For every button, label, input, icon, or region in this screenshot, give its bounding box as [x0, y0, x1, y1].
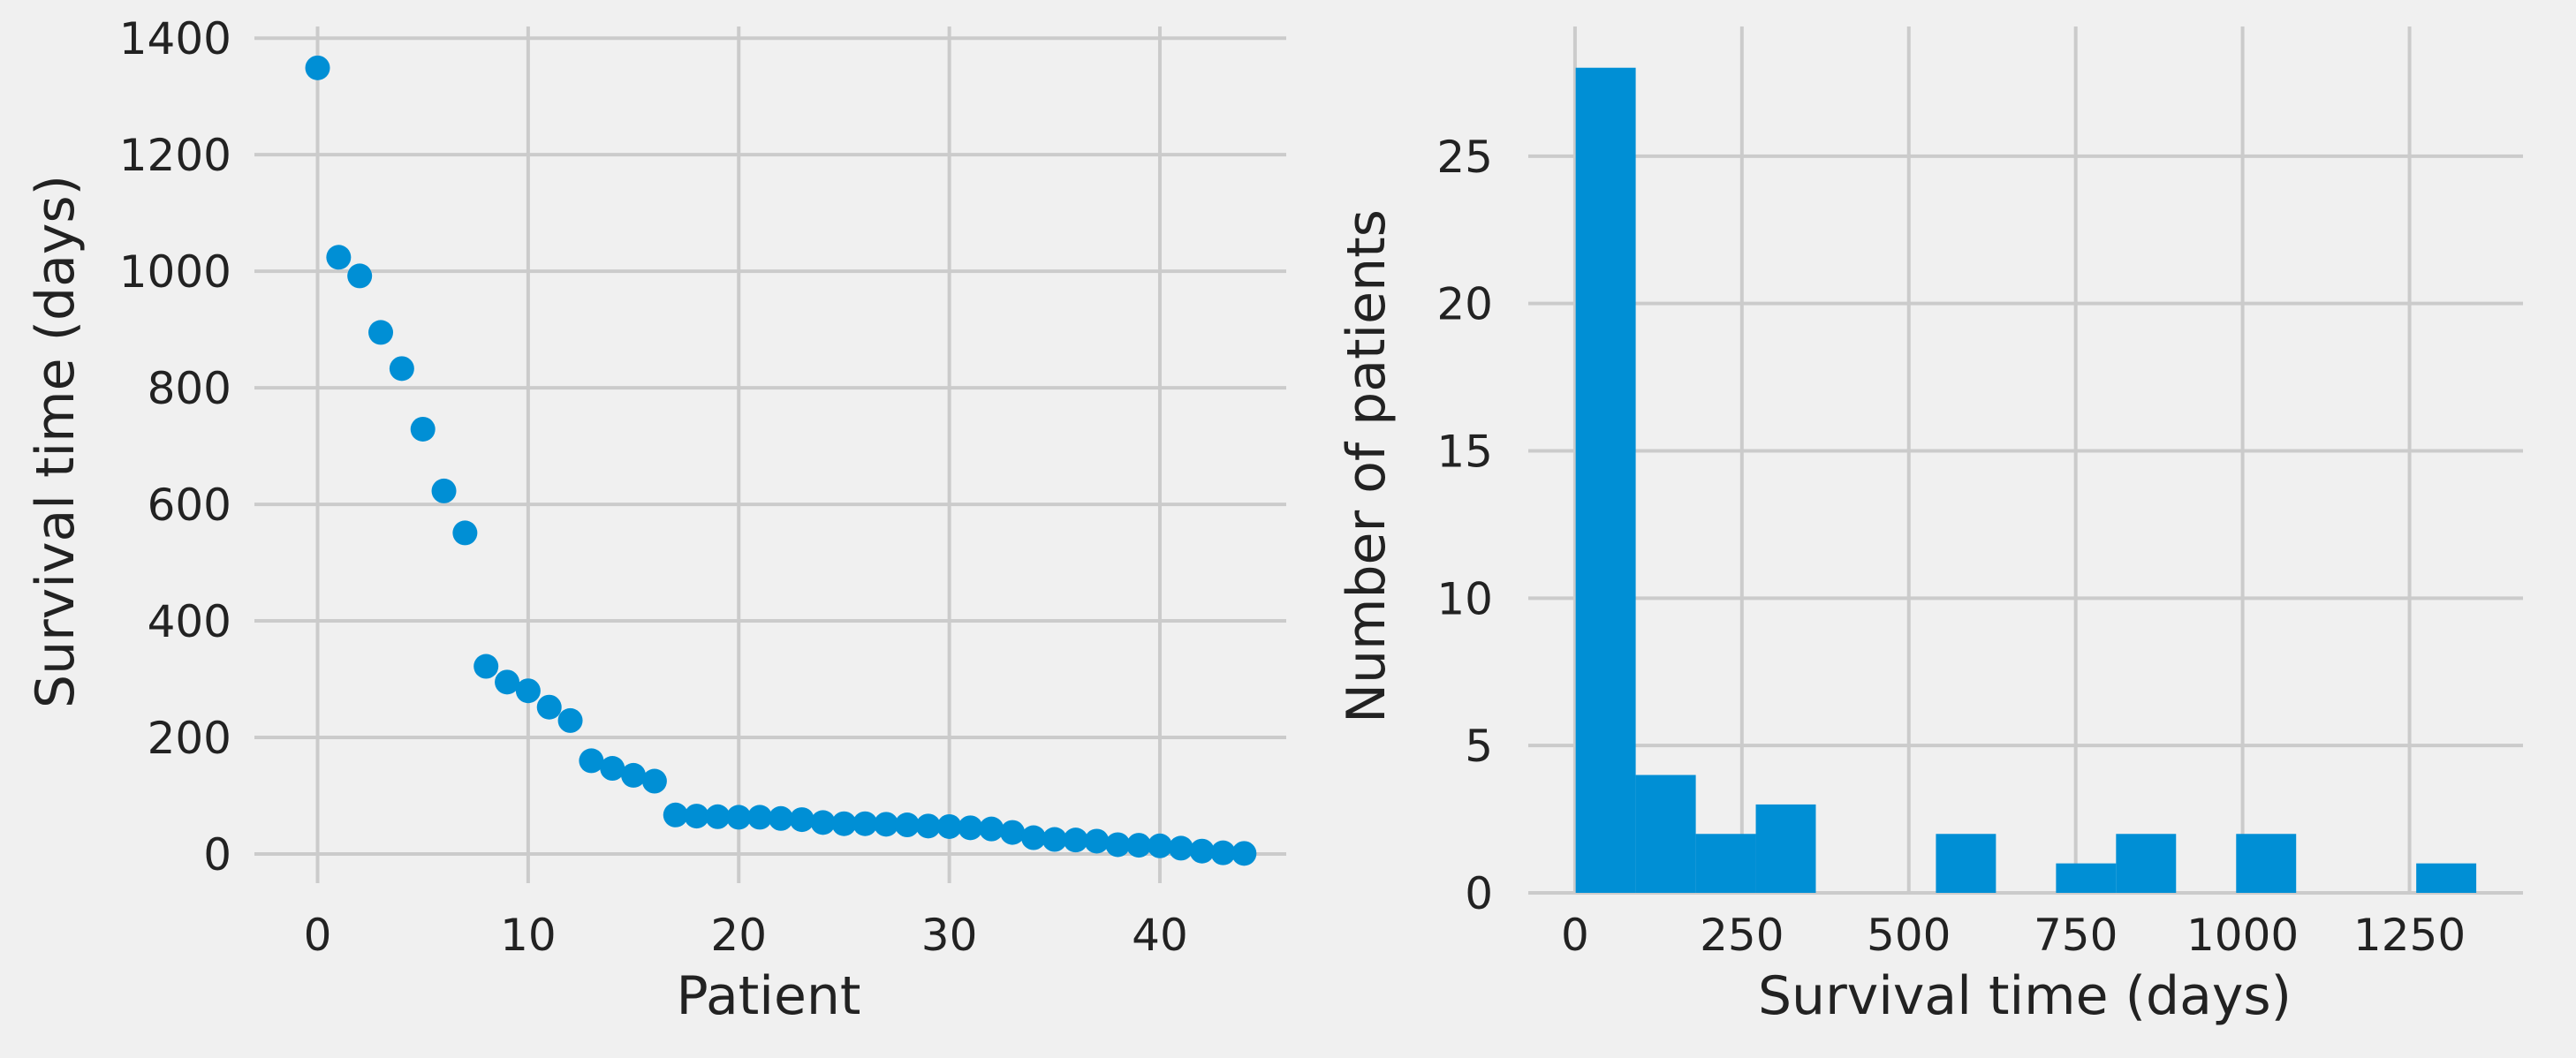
histogram-bar [1635, 775, 1696, 893]
histogram-bar [1695, 834, 1756, 893]
histogram-x-tick-label: 1000 [2186, 910, 2299, 961]
scatter-point [1020, 825, 1046, 850]
scatter-point [1000, 820, 1026, 845]
scatter-point [810, 810, 836, 835]
scatter-point [915, 813, 941, 839]
histogram-bar [2056, 863, 2117, 893]
histogram-y-tick-label: 20 [1436, 279, 1493, 330]
scatter-y-tick-label: 0 [203, 829, 231, 880]
histogram-x-tick-labels: 0 250 500 750 1000 1250 [1561, 910, 2466, 961]
scatter-y-tick-label: 600 [148, 480, 231, 531]
histogram-x-tick-label: 750 [2034, 910, 2118, 961]
histogram-y-axis-label: Number of patients [1336, 209, 1398, 723]
scatter-y-tick-label: 1000 [119, 246, 231, 298]
scatter-point [1189, 838, 1215, 864]
scatter-x-axis-label: Patient [677, 965, 861, 1027]
scatter-point [979, 816, 1004, 842]
scatter-point [684, 804, 709, 829]
histogram-x-tick-label: 250 [1700, 910, 1784, 961]
histogram-bar [2416, 863, 2477, 893]
scatter-point [1084, 828, 1110, 854]
scatter-y-axis-label: Survival time (days) [25, 175, 87, 708]
scatter-x-tick-label: 20 [710, 910, 767, 961]
scatter-point [641, 768, 667, 794]
histogram-x-tick-label: 0 [1561, 910, 1589, 961]
histogram-bar [2236, 834, 2297, 893]
histogram-bar [1575, 67, 1636, 893]
scatter-point [874, 812, 899, 837]
scatter-point [600, 756, 625, 782]
scatter-panel: 0 10 20 30 40 0 200 400 600 800 1000 1200 1400 Pati… [25, 13, 1286, 1027]
scatter-x-tick-label: 0 [304, 910, 332, 961]
scatter-point [515, 678, 541, 704]
histogram-y-tick-label: 5 [1465, 721, 1493, 772]
scatter-point [621, 762, 647, 788]
scatter-point [852, 811, 878, 836]
scatter-point [789, 807, 814, 833]
histogram-panel: 0 250 500 750 1000 1250 0 5 10 15 20 25 Survival t… [1336, 26, 2523, 1027]
histogram-y-tick-label: 10 [1436, 573, 1493, 624]
scatter-point [495, 669, 520, 695]
histogram-bar [1755, 804, 1816, 893]
scatter-point [768, 805, 793, 831]
scatter-point [389, 356, 414, 382]
histogram-y-tick-label: 15 [1436, 426, 1493, 477]
scatter-points [305, 55, 1257, 866]
histogram-gridlines [1528, 26, 2523, 895]
histogram-x-tick-label: 1250 [2353, 910, 2466, 961]
scatter-point [1210, 840, 1236, 865]
scatter-point [1231, 841, 1257, 866]
scatter-point [536, 694, 562, 720]
scatter-point [557, 707, 583, 733]
scatter-point [747, 805, 773, 830]
scatter-point [452, 520, 478, 546]
histogram-y-tick-label: 0 [1465, 868, 1493, 919]
scatter-point [474, 654, 499, 679]
scatter-point [894, 812, 920, 838]
scatter-point [831, 811, 857, 836]
scatter-y-tick-label: 200 [148, 713, 231, 764]
scatter-point [958, 815, 983, 841]
scatter-point [1042, 827, 1067, 852]
scatter-x-tick-labels: 0 10 20 30 40 [304, 910, 1188, 961]
scatter-x-tick-label: 10 [500, 910, 557, 961]
histogram-bar [1936, 834, 1996, 893]
scatter-point [705, 804, 731, 829]
scatter-point [579, 748, 604, 774]
scatter-point [347, 263, 373, 289]
scatter-gridlines [254, 26, 1286, 883]
scatter-point [663, 802, 688, 828]
scatter-y-tick-label: 1400 [119, 13, 231, 64]
scatter-y-tick-label: 1200 [119, 130, 231, 181]
scatter-point [368, 320, 394, 345]
scatter-point [726, 805, 752, 830]
histogram-bars [1575, 67, 2477, 893]
scatter-point [410, 416, 436, 442]
scatter-y-tick-label: 800 [148, 363, 231, 414]
histogram-y-tick-label: 25 [1436, 132, 1493, 183]
scatter-point [1126, 833, 1152, 858]
scatter-y-tick-labels: 0 200 400 600 800 1000 1200 1400 [119, 13, 231, 880]
scatter-point [326, 245, 352, 270]
scatter-x-tick-label: 30 [921, 910, 978, 961]
scatter-point [1063, 828, 1088, 853]
histogram-bar [2116, 834, 2177, 893]
histogram-y-tick-labels: 0 5 10 15 20 25 [1436, 132, 1493, 919]
scatter-point [1105, 832, 1131, 858]
scatter-point [936, 813, 962, 839]
histogram-x-tick-label: 500 [1867, 910, 1951, 961]
histogram-x-axis-label: Survival time (days) [1758, 965, 2292, 1027]
scatter-x-tick-label: 40 [1132, 910, 1188, 961]
scatter-y-tick-label: 400 [148, 596, 231, 647]
scatter-point [1168, 835, 1193, 861]
scatter-point [431, 478, 457, 503]
scatter-point [305, 55, 330, 80]
scatter-point [1147, 833, 1172, 858]
